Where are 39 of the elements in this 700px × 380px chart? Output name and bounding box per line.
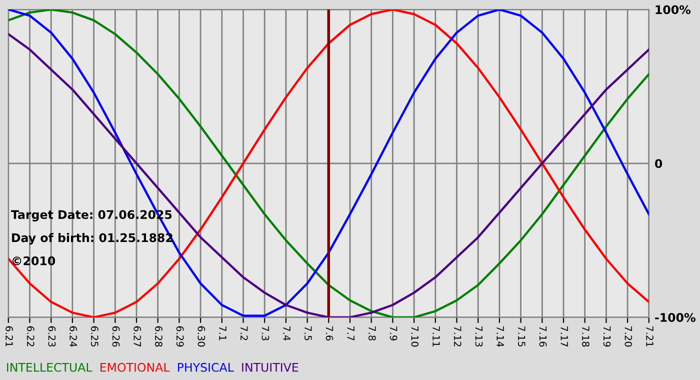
y-tick-label: 0 — [655, 159, 662, 168]
x-tick-label: 7.20 — [624, 326, 632, 347]
x-tick-label: 7.18 — [582, 326, 590, 347]
x-tick-label: 7.5 — [304, 326, 312, 340]
text: PHYSICAL — [178, 362, 234, 372]
x-tick-label: 7.11 — [432, 326, 440, 346]
x-tick-label: 7.2 — [240, 326, 248, 340]
x-tick-label: 6.23 — [48, 326, 56, 346]
x-tick-label: 7.1 — [219, 326, 226, 340]
x-tick-label: 7.13 — [475, 326, 483, 346]
x-tick-label: 6.24 — [70, 326, 77, 347]
text: INTUITIVE — [242, 363, 298, 372]
x-tick-label: 7.9 — [390, 326, 398, 340]
x-tick-label: 7.17 — [560, 326, 568, 346]
x-tick-label: 6.28 — [155, 326, 162, 347]
x-tick-label: 7.10 — [411, 326, 419, 347]
x-tick-label: 7.3 — [262, 326, 270, 340]
x-tick-label: 7.8 — [368, 326, 376, 340]
y-tick-label: -100% — [655, 313, 696, 322]
y-tick-label: 100% — [656, 5, 691, 14]
x-tick-label: 6.30 — [198, 326, 206, 347]
x-tick-label: 6.25 — [90, 326, 98, 346]
x-tick-label: 7.16 — [539, 326, 547, 347]
x-tick-label: 7.14 — [496, 326, 504, 347]
x-tick-label: 7.6 — [326, 326, 334, 340]
annotation: ©2010 — [12, 256, 56, 266]
x-tick-label: 7.19 — [603, 326, 611, 347]
x-tick-label: 7.4 — [283, 326, 290, 341]
x-tick-label: 6.27 — [134, 326, 142, 346]
x-tick-label: 6.26 — [112, 326, 120, 347]
x-tick-label: 7.12 — [454, 326, 462, 346]
text: EMOTIONAL — [100, 362, 170, 372]
text: INTELLECTUAL — [7, 362, 92, 372]
x-tick-label: 6.29 — [176, 326, 184, 347]
x-tick-label: 6.22 — [26, 326, 34, 346]
x-tick-label: 7.21 — [646, 326, 654, 346]
x-tick-label: 7.15 — [518, 326, 526, 346]
x-tick-label: 7.7 — [347, 326, 354, 340]
x-tick-label: 6.21 — [6, 326, 13, 346]
